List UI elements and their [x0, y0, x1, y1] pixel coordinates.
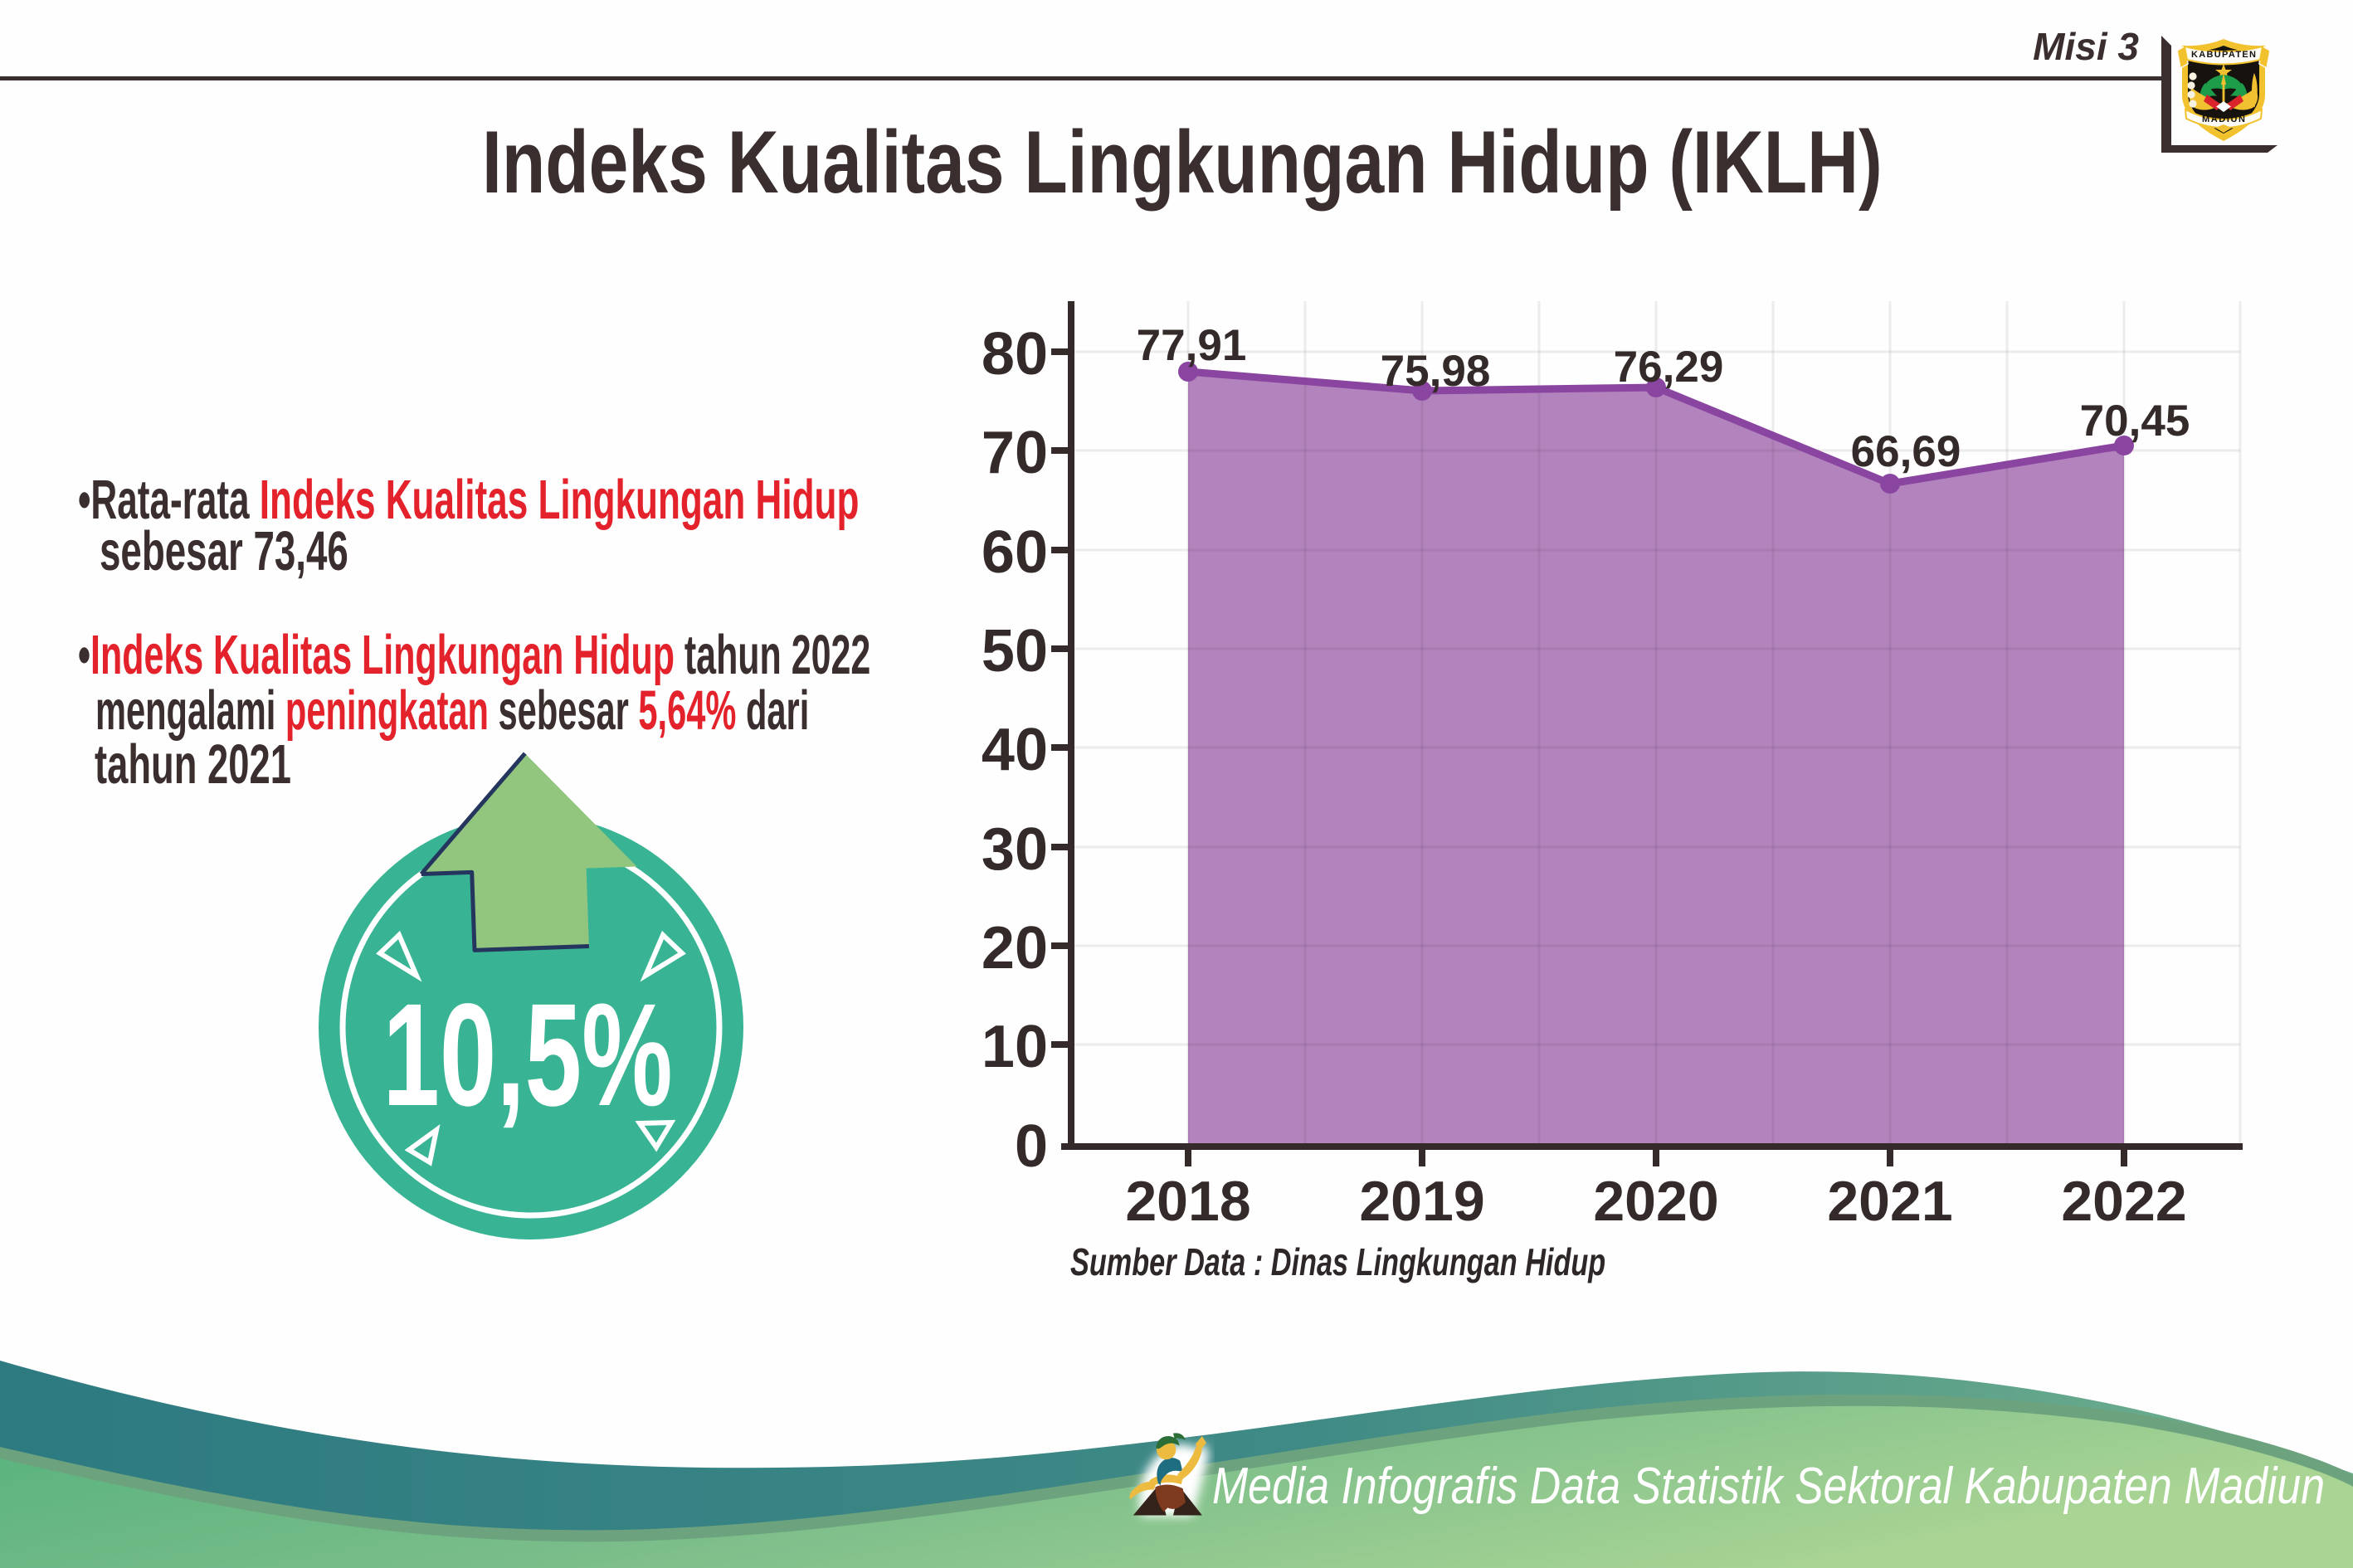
svg-text:77,91: 77,91 — [1137, 321, 1247, 370]
svg-text:70: 70 — [982, 420, 1048, 486]
svg-text:50: 50 — [982, 618, 1048, 684]
svg-text:40: 40 — [982, 717, 1048, 783]
svg-text:30: 30 — [982, 816, 1048, 883]
svg-text:2018: 2018 — [1125, 1170, 1250, 1233]
svg-text:2021: 2021 — [1827, 1170, 1952, 1233]
svg-text:10,5%: 10,5% — [382, 973, 672, 1137]
svg-text:2020: 2020 — [1593, 1170, 1718, 1233]
svg-text:60: 60 — [982, 519, 1048, 586]
svg-text:2022: 2022 — [2061, 1170, 2186, 1233]
svg-text:MADIUN: MADIUN — [2202, 114, 2245, 124]
svg-text:80: 80 — [982, 321, 1048, 387]
svg-text:10: 10 — [982, 1014, 1048, 1080]
svg-text:70,45: 70,45 — [2080, 397, 2190, 446]
svg-text:66,69: 66,69 — [1851, 427, 1961, 476]
svg-text:75,98: 75,98 — [1381, 347, 1491, 396]
svg-text:2019: 2019 — [1359, 1170, 1484, 1233]
svg-text:20: 20 — [982, 915, 1048, 981]
svg-text:Sumber Data : Dinas Lingkungan: Sumber Data : Dinas Lingkungan Hidup — [1070, 1240, 1605, 1283]
svg-text:76,29: 76,29 — [1614, 343, 1724, 392]
svg-text:0: 0 — [1015, 1113, 1048, 1180]
svg-text:KABUPATEN: KABUPATEN — [2191, 50, 2256, 60]
